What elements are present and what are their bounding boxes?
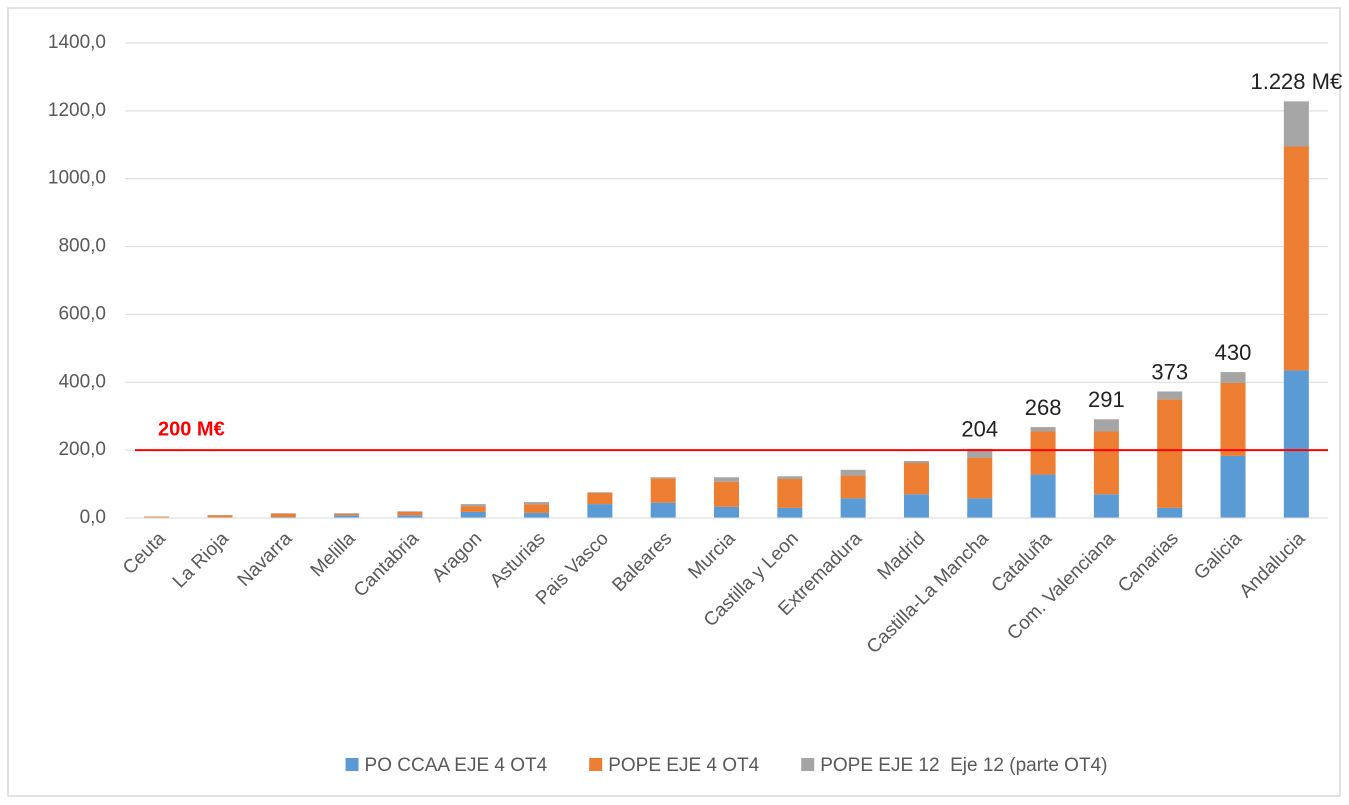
bar-segment xyxy=(1283,370,1309,518)
bar-segment xyxy=(460,506,486,512)
bar-segment xyxy=(397,511,423,516)
bar-segment xyxy=(967,498,993,518)
y-tick-label: 0,0 xyxy=(80,507,106,528)
bar-segment xyxy=(650,502,676,518)
legend-label: PO CCAA EJE 4 OT4 xyxy=(365,755,548,776)
bar-segment xyxy=(967,457,993,499)
bar-segment xyxy=(1093,419,1119,432)
bar-segment xyxy=(1283,146,1309,371)
bar-segment xyxy=(1030,474,1056,518)
bar-segment xyxy=(840,469,866,476)
bar-segment xyxy=(903,494,929,518)
bar-segment xyxy=(777,507,803,518)
bar-segment xyxy=(144,516,170,518)
bar-segment xyxy=(840,475,866,499)
bar-segment xyxy=(587,492,613,505)
bar-segment xyxy=(903,461,929,464)
reference-label: 200 M€ xyxy=(158,418,225,440)
total-label: 268 xyxy=(1025,395,1062,420)
bar-segment xyxy=(207,515,233,518)
bar-segment xyxy=(270,513,296,517)
bar-segment xyxy=(334,513,360,516)
bar-segment xyxy=(777,476,803,479)
bar-segment xyxy=(397,515,423,518)
legend-label: POPE EJE 12 Eje 12 (parte OT4) xyxy=(820,755,1107,776)
y-tick-label: 1200,0 xyxy=(48,100,106,121)
bar-segment xyxy=(650,478,676,503)
y-tick-label: 1400,0 xyxy=(48,32,106,53)
bar-segment xyxy=(777,478,803,508)
bar-segment xyxy=(1220,455,1246,518)
bar-segment xyxy=(714,506,739,518)
legend-swatch xyxy=(801,758,815,771)
total-label: 204 xyxy=(961,417,998,442)
bar-segment xyxy=(524,504,550,513)
bar-segment xyxy=(1283,101,1309,147)
bar-segment xyxy=(524,502,550,505)
bar-segment xyxy=(1030,427,1056,432)
total-label: 373 xyxy=(1151,359,1188,384)
legend-label: POPE EJE 4 OT4 xyxy=(608,755,759,776)
bar-segment xyxy=(1220,372,1246,383)
bar-segment xyxy=(460,511,486,518)
total-label: 430 xyxy=(1215,340,1252,365)
bar-segment xyxy=(714,477,739,482)
bar-segment xyxy=(1030,431,1056,475)
bar-segment xyxy=(1220,382,1246,456)
y-tick-label: 600,0 xyxy=(58,303,106,324)
bar-segment xyxy=(967,448,993,458)
chart-frame xyxy=(7,7,1341,797)
bar-segment xyxy=(397,511,423,512)
bar-segment xyxy=(840,498,866,518)
bar-segment xyxy=(1157,399,1183,508)
legend-swatch xyxy=(345,758,359,771)
bar-segment xyxy=(714,481,739,507)
bar-segment xyxy=(1157,507,1183,518)
bar-segment xyxy=(270,516,296,518)
y-tick-label: 400,0 xyxy=(58,371,106,392)
total-label: 1.228 M€ xyxy=(1250,69,1342,94)
bar-segment xyxy=(650,477,676,479)
bar-segment xyxy=(1093,431,1119,495)
total-label: 291 xyxy=(1088,387,1125,412)
bar-segment xyxy=(1093,494,1119,518)
y-tick-label: 800,0 xyxy=(58,236,106,257)
legend-swatch xyxy=(589,758,603,771)
bar-segment xyxy=(460,504,486,507)
bar-segment xyxy=(587,492,613,493)
y-tick-label: 1000,0 xyxy=(48,168,106,189)
y-tick-label: 200,0 xyxy=(58,439,106,460)
bar-segment xyxy=(587,504,613,518)
bar-segment xyxy=(524,512,550,518)
bar-segment xyxy=(903,463,929,495)
bar-segment xyxy=(334,515,360,518)
bar-segment xyxy=(1157,391,1183,400)
